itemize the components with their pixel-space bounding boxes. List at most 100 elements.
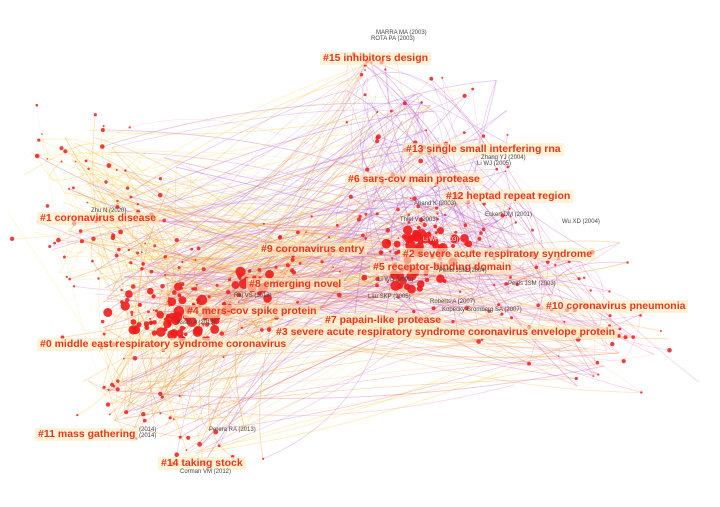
network-node (384, 68, 387, 71)
network-edge (552, 261, 628, 294)
network-node-major (257, 291, 262, 296)
network-edge (71, 154, 186, 221)
network-edge (239, 299, 436, 312)
network-node (305, 231, 307, 233)
network-edge (80, 230, 241, 280)
network-edge (403, 93, 420, 155)
network-edge (337, 95, 377, 249)
network-node (68, 277, 71, 281)
network-edges (7, 51, 700, 465)
network-node (298, 262, 302, 265)
network-node (277, 235, 283, 240)
network-edge (347, 58, 537, 268)
network-edge (195, 260, 476, 454)
cluster-label-3: #3 severe acute respiratory syndrome cor… (273, 326, 619, 339)
network-node-major (265, 269, 274, 279)
network-node (207, 295, 211, 299)
network-edge (195, 248, 408, 290)
network-edge (118, 142, 416, 250)
network-node (348, 194, 353, 199)
network-edge (396, 99, 457, 178)
network-edge (432, 200, 526, 235)
network-edge (98, 151, 147, 387)
author-label: Wu XD (2004) (562, 219, 600, 225)
network-edge (180, 282, 201, 289)
network-node (497, 303, 501, 307)
network-edge (71, 159, 372, 242)
network-edge (102, 129, 514, 248)
network-node-major (403, 225, 413, 235)
network-node (141, 262, 145, 266)
network-node (506, 165, 510, 169)
network-node (141, 251, 143, 254)
network-node (482, 202, 486, 206)
network-edge (136, 273, 427, 439)
network-node (436, 212, 439, 215)
network-edge (328, 126, 390, 274)
network-edge (135, 258, 385, 411)
network-edge (105, 93, 416, 313)
network-edge (152, 194, 440, 217)
network-node (163, 255, 167, 259)
network-edge (172, 364, 576, 465)
network-edge (68, 188, 447, 260)
network-edge (137, 203, 365, 382)
author-label: Peiris JSM (2003) (508, 281, 556, 287)
network-edge (152, 194, 503, 219)
network-node (454, 230, 458, 234)
network-edge (65, 151, 194, 290)
network-edge (193, 303, 619, 358)
network-edge (137, 102, 406, 293)
network-node (59, 146, 64, 151)
network-node (639, 314, 642, 317)
network-node (534, 265, 539, 270)
network-node (476, 339, 482, 344)
network-edge (259, 244, 294, 459)
network-edge (109, 152, 544, 262)
network-node (339, 270, 341, 273)
network-node (112, 384, 116, 388)
network-node (132, 356, 138, 361)
network-node (364, 212, 368, 216)
network-edge (218, 95, 465, 446)
network-node (418, 217, 424, 223)
network-node (160, 395, 164, 399)
network-edge (558, 348, 599, 375)
network-node (74, 160, 77, 163)
network-node (402, 101, 407, 106)
network-node (376, 111, 379, 113)
network-node (462, 131, 466, 135)
network-edge (458, 291, 551, 366)
network-edge (167, 254, 401, 304)
network-edge (215, 254, 451, 433)
network-edge (410, 198, 599, 375)
network-edge (164, 157, 439, 208)
network-node (179, 281, 182, 284)
network-edge (370, 182, 415, 312)
network-node (567, 260, 571, 264)
network-edge (58, 239, 619, 337)
network-node (332, 266, 334, 269)
network-edge (210, 293, 642, 393)
network-edge (130, 233, 174, 381)
network-node (310, 215, 313, 218)
network-node-major (179, 325, 185, 332)
network-edge (108, 193, 163, 250)
network-edge (90, 238, 175, 293)
network-node (124, 169, 127, 172)
network-edge (353, 231, 529, 257)
network-edge (164, 157, 369, 277)
network-edge (328, 143, 447, 280)
network-node (536, 303, 540, 308)
cluster-label-14: #14 taking stock (158, 457, 246, 470)
network-node-major (130, 319, 137, 325)
network-edge (80, 226, 230, 307)
network-edge (188, 280, 462, 412)
network-edge (480, 208, 513, 250)
cluster-label-0: #0 middle east respiratory syndrome coro… (37, 338, 290, 351)
network-edge (75, 161, 399, 214)
network-edge (196, 61, 368, 422)
network-node (328, 236, 331, 239)
network-node (130, 284, 136, 289)
network-edge (329, 246, 512, 323)
